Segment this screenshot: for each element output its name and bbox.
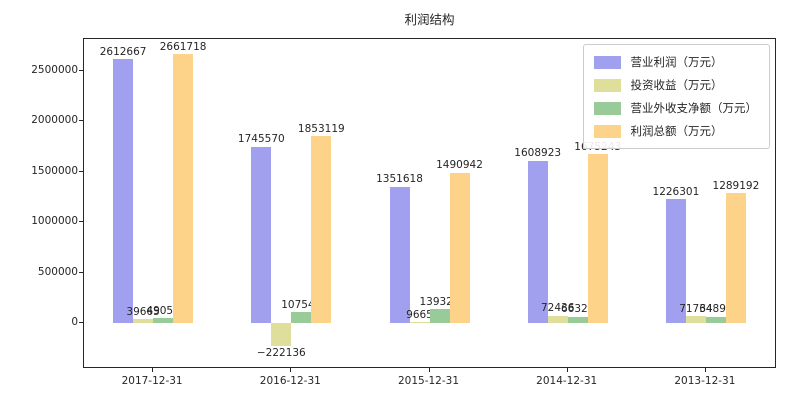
x-tick-label: 2017-12-31 (121, 375, 183, 387)
bar (449, 172, 470, 324)
bar (685, 316, 706, 324)
bar-value-label: 71734 (679, 302, 713, 315)
legend-item: 利润总额（万元） (593, 123, 758, 139)
bar-value-label: 1490942 (436, 159, 483, 172)
bar-value-label: 49052 (146, 304, 180, 317)
bar (291, 312, 312, 324)
legend-label: 利润总额（万元） (630, 124, 723, 138)
y-tick-label: 1000000 (31, 215, 78, 228)
bar (311, 136, 332, 324)
bar-value-label: 1351618 (376, 173, 423, 186)
x-tick-mark (152, 368, 154, 372)
x-tick-mark (428, 368, 430, 372)
legend-item: 投资收益（万元） (593, 77, 758, 93)
bar (113, 59, 134, 324)
bar-value-label: 72436 (540, 302, 575, 315)
y-tick-label: 0 (71, 316, 78, 329)
legend-label: 营业利润（万元） (630, 55, 723, 69)
x-tick-label: 2014-12-31 (536, 375, 598, 387)
bar (725, 193, 746, 324)
chart-title: 利润结构 (404, 12, 455, 27)
legend-swatch-operating-profit (593, 55, 621, 69)
bar-value-label: 1608923 (514, 147, 562, 160)
bar (271, 323, 292, 346)
bar (429, 309, 450, 324)
legend-item: 营业外收支净额（万元） (593, 100, 758, 116)
x-tick-label: 2013-12-31 (674, 375, 736, 387)
legend: 营业利润（万元） 投资收益（万元） 营业外收支净额（万元） 利润总额（万元） (582, 44, 770, 149)
legend-label: 投资收益（万元） (630, 78, 723, 92)
bar (567, 316, 588, 324)
y-tick-mark (79, 271, 83, 273)
y-tick-mark (79, 69, 83, 71)
bar-value-label: 1853119 (297, 122, 345, 135)
y-tick-mark (79, 322, 83, 324)
bar (587, 154, 608, 324)
bar-value-label: 66320 (560, 303, 595, 316)
bar (173, 54, 194, 324)
x-tick-mark (704, 368, 706, 372)
bar-value-label: 2661718 (159, 40, 207, 53)
bar-value-label: 39665 (126, 305, 160, 318)
bar (133, 319, 154, 324)
bar-value-label: 9665 (406, 308, 433, 321)
y-tick-label: 500000 (37, 265, 78, 278)
y-tick-mark (79, 170, 83, 172)
bar (409, 322, 430, 324)
legend-swatch-non-operating-net (593, 101, 621, 115)
legend-item: 营业利润（万元） (593, 54, 758, 70)
legend-label: 营业外收支净额（万元） (630, 101, 758, 115)
bar-value-label: 1226301 (652, 185, 700, 198)
bar-value-label: 2612667 (99, 45, 147, 58)
bar-value-label: 1745570 (237, 133, 285, 146)
bar-value-label: −222136 (256, 347, 306, 360)
bar (251, 146, 272, 324)
y-tick-mark (79, 221, 83, 223)
y-tick-label: 2000000 (31, 114, 78, 127)
x-tick-label: 2016-12-31 (259, 375, 321, 387)
bar-value-label: 64891 (699, 303, 733, 316)
y-tick-mark (79, 120, 83, 122)
bar (153, 318, 174, 324)
legend-swatch-total-profit (593, 124, 621, 138)
y-tick-label: 2500000 (31, 63, 78, 76)
y-tick-label: 1500000 (31, 164, 78, 177)
bar-value-label: 1289192 (712, 179, 760, 192)
legend-swatch-investment-income (593, 78, 621, 92)
bar (547, 315, 568, 324)
x-tick-label: 2015-12-31 (397, 375, 460, 387)
bar (527, 160, 548, 324)
bar (705, 316, 726, 324)
x-tick-mark (566, 368, 568, 372)
bar (389, 186, 410, 324)
bar (665, 199, 686, 324)
x-tick-mark (290, 368, 292, 372)
